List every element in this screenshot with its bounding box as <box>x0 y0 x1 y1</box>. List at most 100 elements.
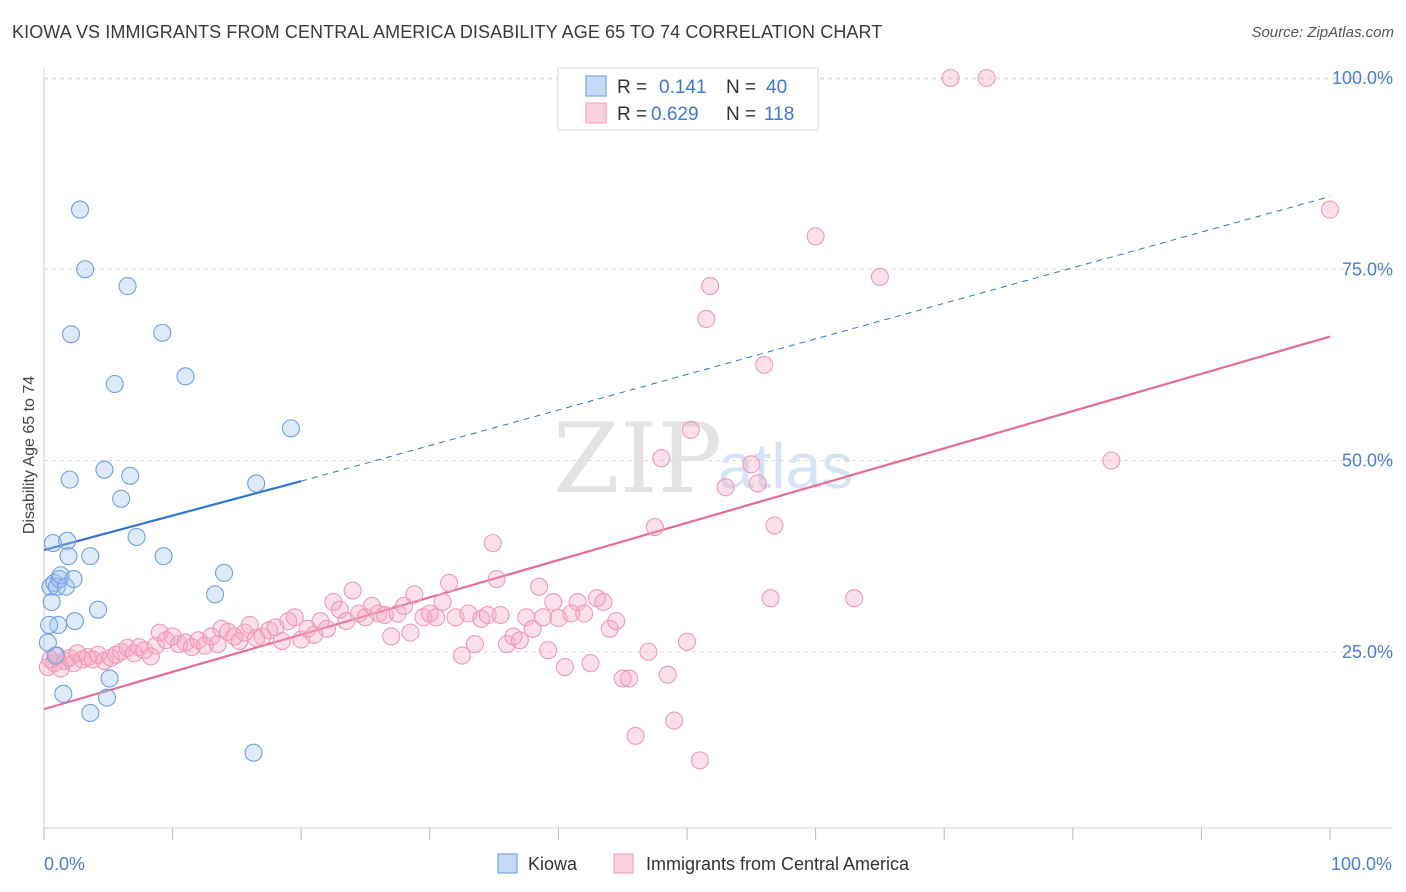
trend-lines <box>43 196 1331 711</box>
watermark-zip: ZIP <box>553 403 722 515</box>
y-tick-label-25: 25.0% <box>1342 642 1393 662</box>
immigrants-point-89 <box>555 657 574 677</box>
immigrants-point-58 <box>369 604 388 623</box>
kiowa-point-37 <box>281 419 300 438</box>
axes <box>43 68 1392 829</box>
kiowa-point-20 <box>81 547 100 566</box>
immigrants-point-101 <box>639 642 658 661</box>
kiowa-point-11 <box>58 531 77 550</box>
kiowa-point-10 <box>56 577 75 596</box>
immigrants-point-71 <box>452 646 472 665</box>
y-tick-label-75: 75.0% <box>1342 259 1393 279</box>
immigrants-point-95 <box>594 592 613 612</box>
immigrants-point-93 <box>581 654 600 673</box>
immigrants-point-85 <box>533 608 553 627</box>
immigrants-point-119 <box>870 267 889 286</box>
immigrants-point-69 <box>440 573 459 592</box>
immigrants-point-54 <box>343 581 362 600</box>
kiowa-point-32 <box>176 367 195 386</box>
watermark-atlas: atlas <box>718 430 853 502</box>
immigrants-point-104 <box>658 665 677 684</box>
immigrants-point-112 <box>742 455 761 474</box>
immigrants-point-92 <box>575 604 594 623</box>
immigrants-point-60 <box>382 627 401 646</box>
y-tick-label-100: 100.0% <box>1332 68 1393 88</box>
immigrants-point-14 <box>101 648 120 667</box>
immigrants-point-118 <box>845 589 864 608</box>
kiowa-point-36 <box>247 474 266 493</box>
kiowa-point-21 <box>88 600 108 619</box>
immigrants-point-61 <box>388 604 407 623</box>
immigrants-point-100 <box>626 726 645 745</box>
series-immigrants-points <box>38 68 1340 770</box>
immigrants-point-96 <box>600 619 619 638</box>
kiowa-point-9 <box>54 684 73 703</box>
chart-source: Source: ZipAtlas.com <box>1251 24 1394 41</box>
legend-n-value-1: 40 <box>766 77 787 98</box>
bottom-legend-kiowa: Kiowa <box>528 854 578 874</box>
kiowa-point-27 <box>118 277 137 296</box>
immigrants-point-43 <box>272 631 291 651</box>
immigrants-point-120 <box>941 68 960 88</box>
grid-lines <box>44 77 1392 653</box>
kiowa-point-13 <box>60 470 79 489</box>
kiowa-point-28 <box>121 466 140 485</box>
legend-r-label-1: R = <box>617 77 647 98</box>
legend-r-label-2: R = <box>617 104 647 125</box>
kiowa-point-26 <box>112 489 131 508</box>
kiowa-point-29 <box>127 527 146 547</box>
immigrants-point-83 <box>523 619 542 638</box>
trend-line-kiowa-extension <box>301 196 1331 482</box>
immigrants-point-15 <box>106 645 126 664</box>
immigrants-point-106 <box>677 632 697 651</box>
x-axis-ticks <box>43 828 1331 840</box>
legend-n-value-2: 118 <box>764 104 794 125</box>
kiowa-point-17 <box>70 200 90 219</box>
immigrants-point-109 <box>697 309 716 329</box>
immigrants-point-63 <box>401 623 420 642</box>
trend-line-immigrants <box>43 335 1331 711</box>
kiowa-point-2 <box>43 534 63 553</box>
kiowa-point-15 <box>64 570 83 589</box>
series-kiowa-points <box>38 200 300 762</box>
kiowa-point-1 <box>42 592 61 612</box>
x-tick-label-min: 0.0% <box>44 854 85 874</box>
immigrants-point-64 <box>405 585 424 604</box>
legend-swatch-kiowa <box>585 75 607 97</box>
y-axis-label: Disability Age 65 to 74 <box>21 376 38 534</box>
immigrants-point-73 <box>465 635 484 654</box>
immigrants-point-57 <box>362 596 381 615</box>
immigrants-point-111 <box>716 478 735 497</box>
immigrants-point-107 <box>681 420 700 439</box>
immigrants-point-121 <box>977 68 996 88</box>
immigrants-point-45 <box>285 608 304 627</box>
kiowa-point-34 <box>214 563 234 583</box>
immigrants-point-51 <box>324 592 343 612</box>
immigrants-point-122 <box>1102 451 1121 470</box>
kiowa-point-18 <box>76 260 95 279</box>
immigrants-point-117 <box>806 227 825 246</box>
immigrants-point-103 <box>652 449 671 468</box>
immigrants-point-123 <box>1320 200 1340 219</box>
legend-n-label-2: N = <box>726 104 756 125</box>
immigrants-point-116 <box>765 516 784 535</box>
immigrants-point-98 <box>613 669 632 688</box>
legend-r-value-2: 0.629 <box>651 104 699 125</box>
immigrants-point-67 <box>427 608 446 627</box>
kiowa-point-38 <box>38 633 57 652</box>
immigrants-point-102 <box>645 518 664 537</box>
kiowa-point-22 <box>95 460 114 479</box>
immigrants-point-50 <box>317 619 336 638</box>
immigrants-point-87 <box>544 592 563 612</box>
immigrants-point-75 <box>478 605 497 625</box>
immigrants-point-110 <box>701 277 720 296</box>
immigrants-point-77 <box>487 570 506 589</box>
bottom-legend-swatch-immigrants <box>613 853 634 874</box>
immigrants-point-76 <box>483 534 502 553</box>
immigrants-point-86 <box>539 641 558 660</box>
kiowa-point-31 <box>154 547 173 566</box>
kiowa-point-25 <box>105 374 124 394</box>
immigrants-point-49 <box>311 612 330 631</box>
immigrants-point-81 <box>510 631 529 650</box>
